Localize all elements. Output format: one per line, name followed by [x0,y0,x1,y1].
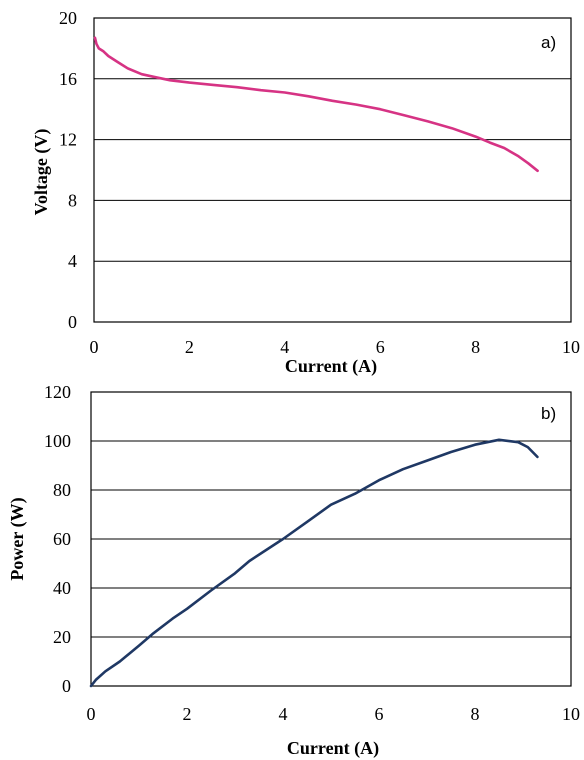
y-tick-label-b: 120 [44,382,71,402]
y-tick-label-a: 12 [59,130,77,150]
x-axis-title-current-a: Current (A) [285,356,377,377]
x-tick-label-a: 8 [471,337,480,357]
y-axis-title-voltage: Voltage (V) [31,129,52,216]
y-tick-label-a: 0 [68,312,77,332]
y-tick-label-a: 20 [59,8,77,28]
series-line-a [93,36,539,173]
plot-border-b [90,391,572,687]
y-tick-label-a: 8 [68,190,77,210]
y-tick-label-b: 60 [53,529,71,549]
plot-area-a: 0 4 8 12 16 20 0 2 4 6 8 10 [59,8,580,357]
x-tick-label-a: 0 [90,337,99,357]
panel-label-a: a) [541,33,556,52]
y-tick-label-b: 40 [53,578,71,598]
x-tick-label-a: 4 [280,337,289,357]
x-axis-title-current-b: Current (A) [287,738,379,759]
voltage-chart: a) Voltage (V) Current (A) [31,33,556,377]
x-tick-label-a: 10 [562,337,580,357]
y-tick-label-b: 100 [44,431,71,451]
x-tick-label-b: 6 [375,704,384,724]
x-tick-label-b: 10 [562,704,580,724]
x-tick-label-a: 2 [185,337,194,357]
series-line-b [89,438,539,688]
y-axis-title-power: Power (W) [7,497,28,580]
plot-area-b: 0 20 40 60 80 100 120 0 2 4 6 8 10 [44,382,580,724]
power-chart: b) Power (W) Current (A) [7,404,556,759]
panel-label-b: b) [541,404,556,423]
y-tick-label-b: 80 [53,480,71,500]
y-tick-label-b: 0 [62,676,71,696]
x-tick-label-b: 4 [279,704,288,724]
y-tick-label-a: 16 [59,69,77,89]
x-tick-label-b: 8 [471,704,480,724]
x-tick-label-b: 0 [87,704,96,724]
plot-border-a [93,17,572,323]
x-tick-label-b: 2 [183,704,192,724]
y-tick-label-b: 20 [53,627,71,647]
x-tick-label-a: 6 [376,337,385,357]
y-tick-label-a: 4 [68,251,77,271]
